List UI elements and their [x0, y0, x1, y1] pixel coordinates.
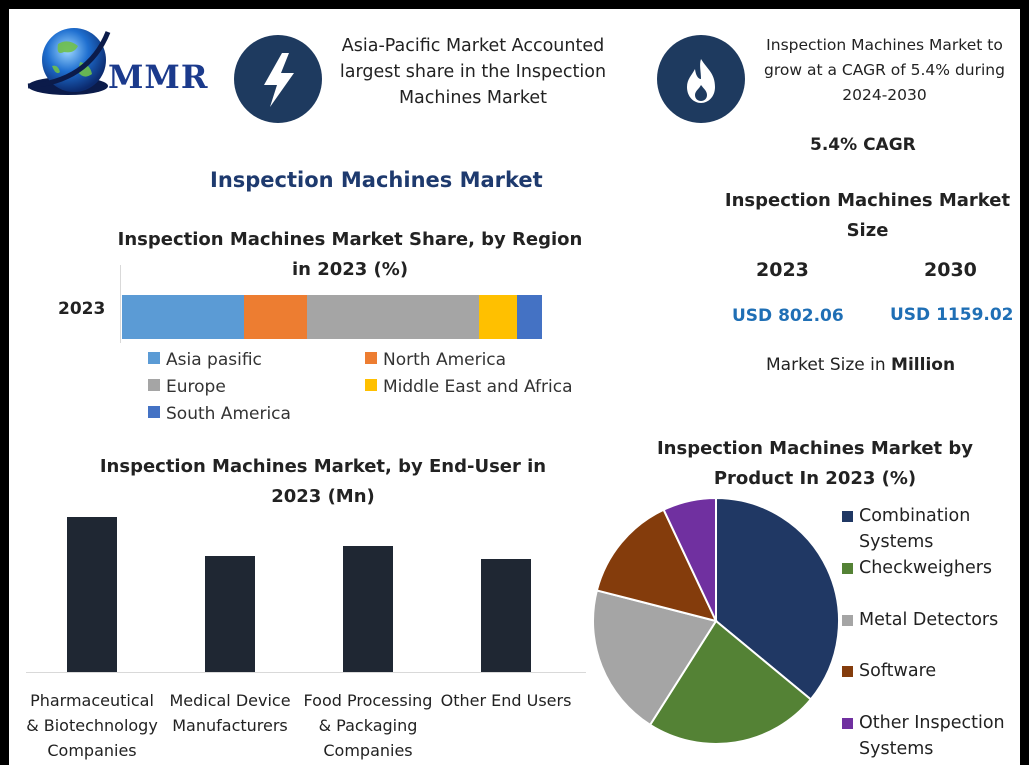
- globe-logo-icon: [27, 28, 111, 95]
- region-chart-category-label: 2023: [58, 299, 106, 319]
- region-chart-title: Inspection Machines Market Share, by Reg…: [117, 229, 583, 280]
- region-stacked-bar: [122, 295, 542, 339]
- region-legend-item: South America: [148, 404, 291, 424]
- enduser-bar: [481, 558, 531, 672]
- legend-swatch: [842, 563, 853, 574]
- legend-label: South America: [166, 404, 291, 424]
- enduser-category-label: Food Processing & Packaging Companies: [303, 691, 433, 760]
- product-pie-chart: [592, 496, 840, 745]
- market-size-note-unit: Million: [891, 355, 956, 375]
- region-legend-item: Europe: [148, 377, 226, 397]
- market-size-2023-value: USD 802.06: [732, 306, 844, 326]
- market-size-note-prefix: Market Size in: [766, 355, 892, 375]
- pie-slice: [715, 496, 840, 701]
- region-chart-axis: [120, 265, 121, 343]
- market-size-2030-value: USD 1159.02: [890, 305, 1014, 325]
- region-bar-segment-3: [479, 295, 517, 339]
- pie-slice: [648, 619, 813, 745]
- enduser-bar: [343, 546, 393, 672]
- region-bar-segment-4: [516, 295, 542, 339]
- logo-text: MMR: [108, 58, 209, 96]
- region-legend-item: North America: [365, 350, 506, 370]
- enduser-category-label: Medical Device Manufacturers: [169, 691, 291, 735]
- enduser-bar: [205, 555, 255, 672]
- enduser-chart-axis: [26, 672, 586, 673]
- info-right-text: Inspection Machines Market to grow at a …: [764, 36, 1005, 104]
- product-chart-title: Inspection Machines Market by Product In…: [656, 438, 974, 489]
- main-title: Inspection Machines Market: [210, 168, 543, 192]
- legend-label: Metal Detectors: [859, 610, 999, 630]
- pie-slice: [662, 496, 717, 622]
- legend-label: Other Inspection Systems: [859, 713, 1005, 759]
- pie-slice: [595, 508, 718, 623]
- legend-label: Checkweighers: [859, 558, 993, 578]
- legend-label: Middle East and Africa: [383, 377, 573, 397]
- legend-swatch: [148, 379, 160, 391]
- enduser-category-label: Pharmaceutical & Biotechnology Companies: [26, 691, 158, 760]
- pie-slice: [592, 589, 718, 727]
- legend-swatch: [842, 666, 853, 677]
- year-2023: 2023: [756, 259, 809, 281]
- pie-legend-item: Other Inspection Systems: [842, 710, 1019, 762]
- pie-legend-item: Software: [842, 658, 1019, 684]
- year-2030: 2030: [924, 259, 977, 281]
- legend-label: Software: [859, 661, 937, 681]
- legend-label: Europe: [166, 377, 226, 397]
- legend-swatch: [842, 511, 853, 522]
- legend-label: Asia pasific: [166, 350, 262, 370]
- legend-label: Combination Systems: [859, 506, 971, 552]
- enduser-category-label: Other End Users: [440, 691, 572, 710]
- legend-swatch: [148, 352, 160, 364]
- legend-swatch: [842, 718, 853, 729]
- legend-label: North America: [383, 350, 507, 370]
- cagr-label: 5.4% CAGR: [810, 135, 916, 155]
- enduser-chart-title: Inspection Machines Market, by End-User …: [99, 456, 547, 507]
- legend-swatch: [365, 379, 377, 391]
- legend-swatch: [842, 615, 853, 626]
- market-size-title: Inspection Machines Market Size: [724, 190, 1011, 241]
- info-left-text: Asia-Pacific Market Accounted largest sh…: [339, 36, 607, 108]
- market-size-note: Market Size in Million: [766, 355, 955, 375]
- region-bar-segment-2: [306, 295, 479, 339]
- region-legend-item: Asia pasific: [148, 350, 262, 370]
- region-legend-item: Middle East and Africa: [365, 377, 573, 397]
- pie-legend-item: Checkweighers: [842, 555, 1019, 581]
- enduser-bar: [67, 517, 117, 672]
- lightning-icon: [234, 35, 322, 123]
- legend-swatch: [365, 352, 377, 364]
- region-bar-segment-1: [243, 295, 307, 339]
- pie-legend-item: Combination Systems: [842, 503, 1019, 555]
- region-bar-segment-0: [122, 295, 244, 339]
- legend-swatch: [148, 406, 160, 418]
- flame-icon: [657, 35, 745, 123]
- pie-legend-item: Metal Detectors: [842, 607, 1019, 633]
